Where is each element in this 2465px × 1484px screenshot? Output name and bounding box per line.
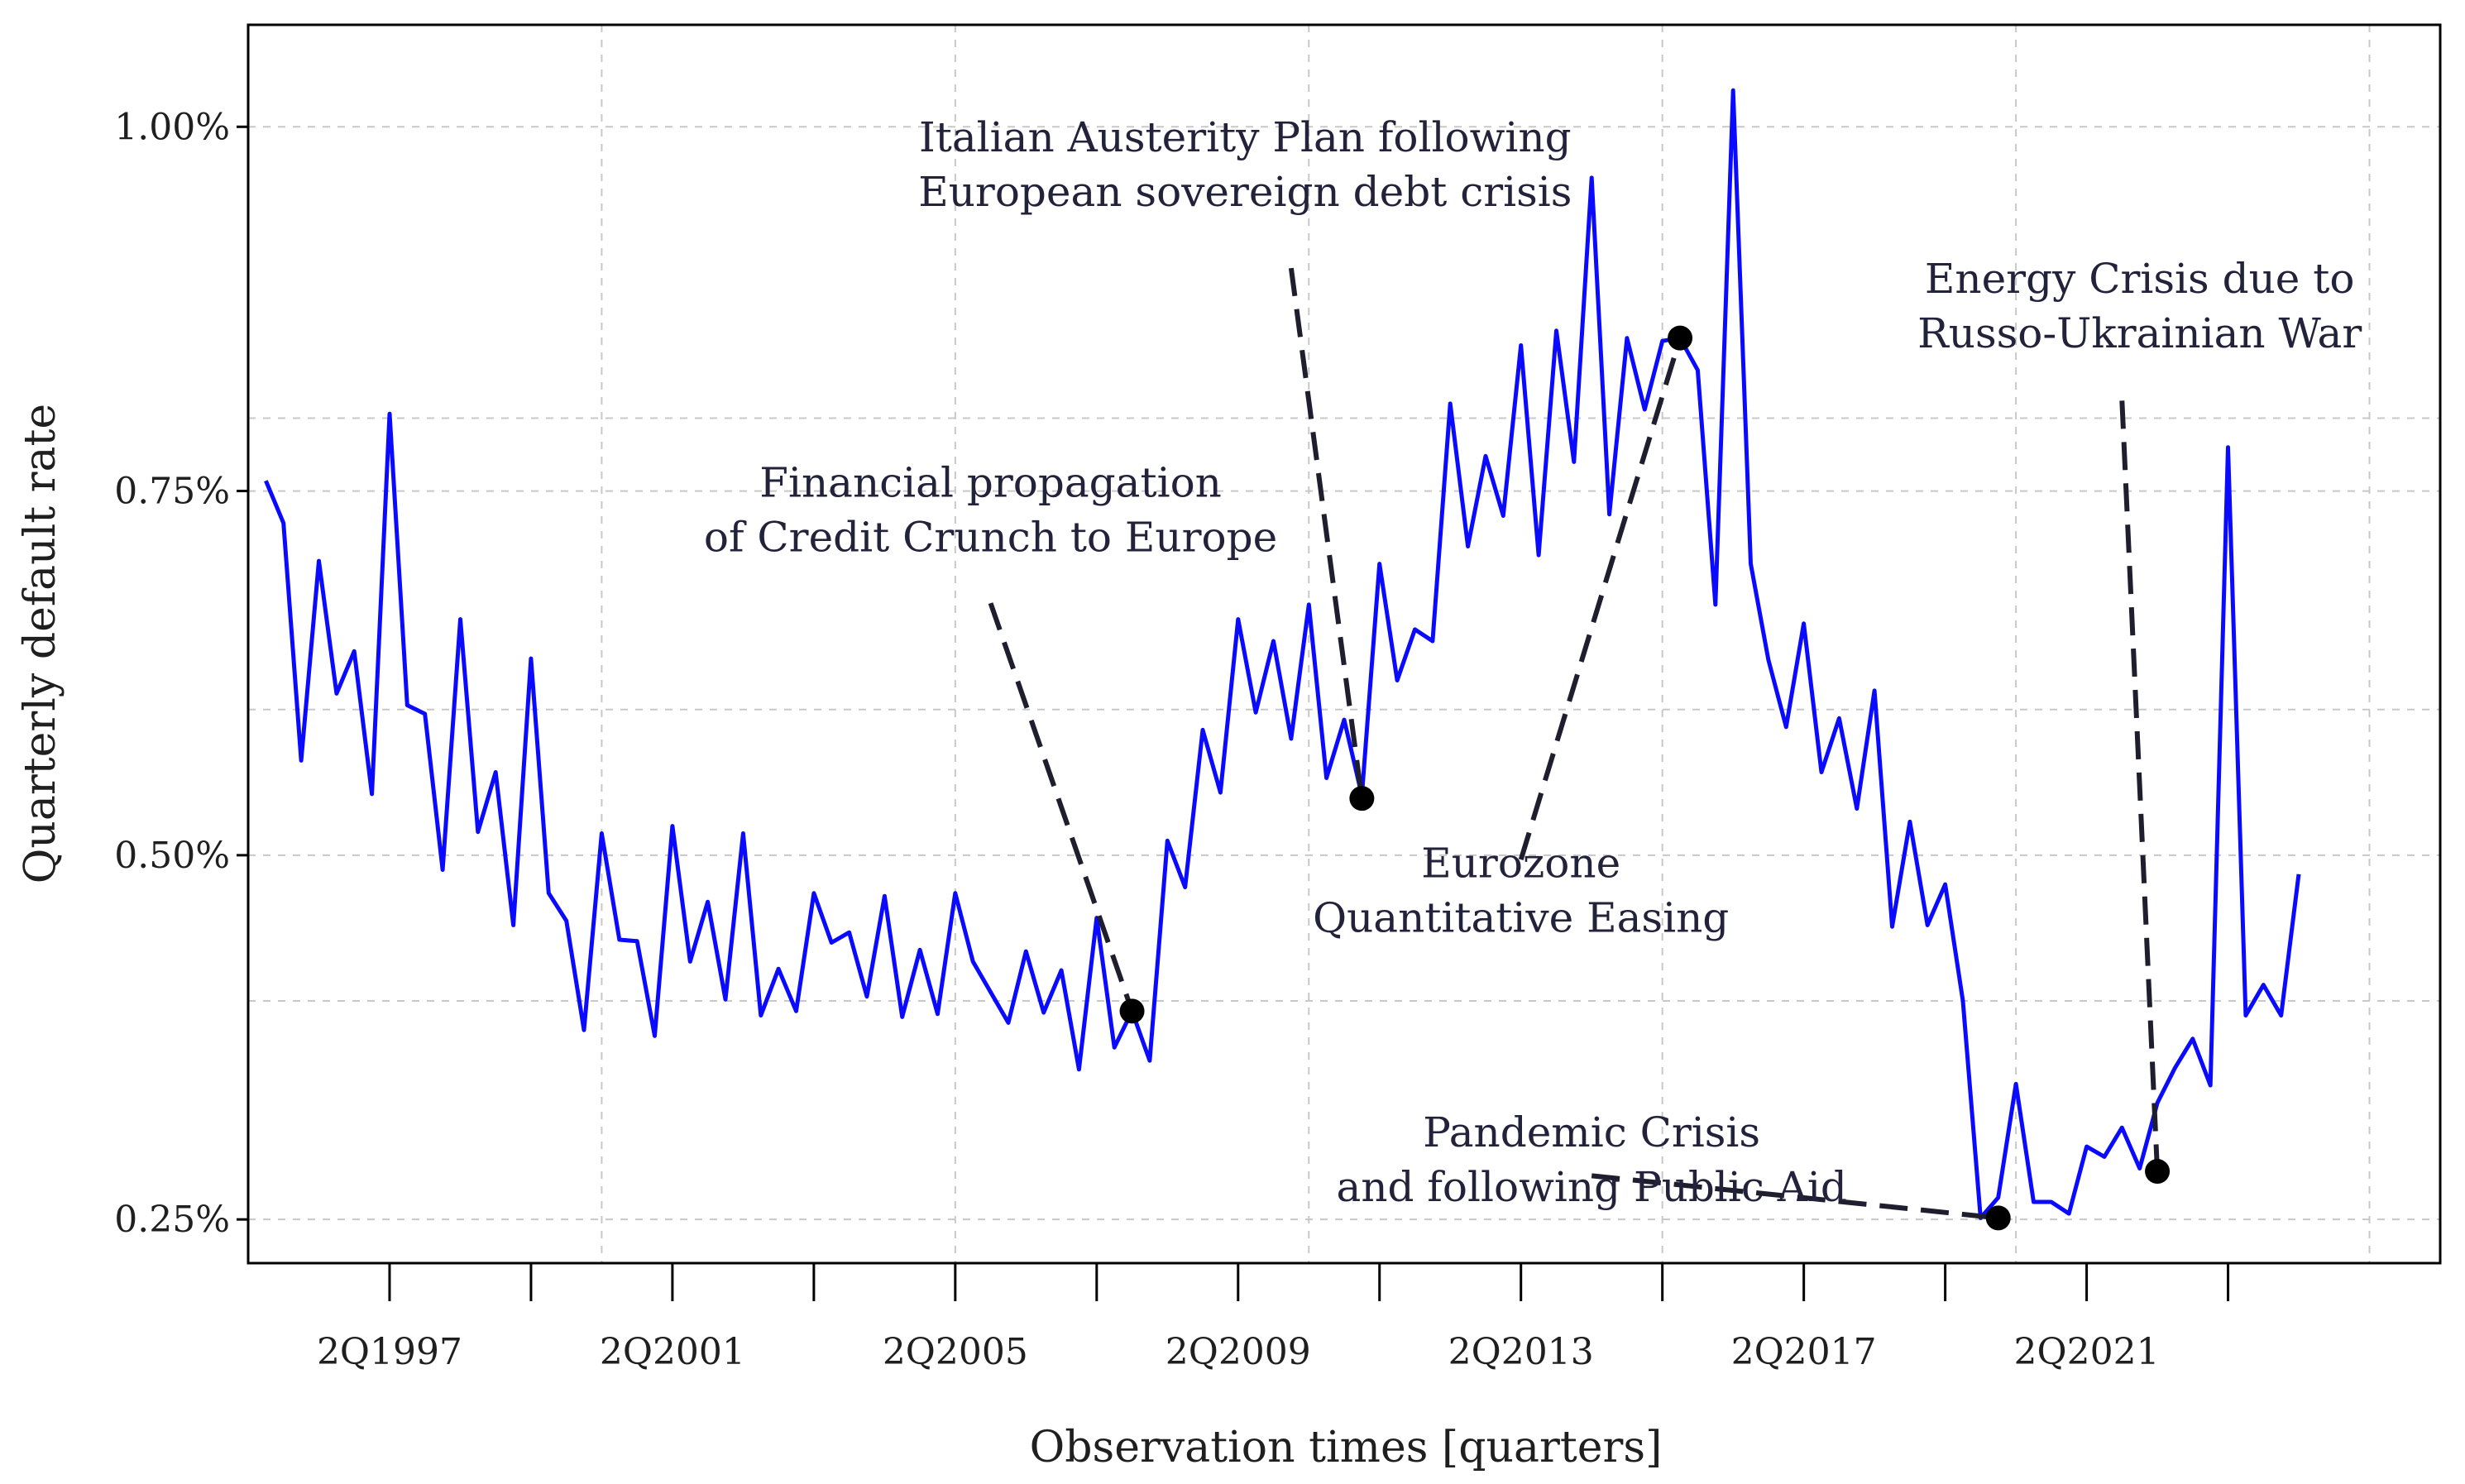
y-axis-title: Quarterly default rate [16,404,65,883]
x-tick-label: 2Q1997 [317,1331,462,1373]
annotation-text: Italian Austerity Plan following European… [918,113,1572,216]
y-tick-label: 1.00% [114,106,230,148]
annotation-text-line: European sovereign debt crisis [918,168,1572,216]
annotation-text-line: of Credit Crunch to Europe [704,514,1277,562]
y-tick-label: 0.75% [114,471,230,513]
event-marker [1349,786,1375,811]
series-line [264,88,2301,1220]
x-tick-label: 2Q2013 [1448,1331,1594,1373]
annotation-text: Energy Crisis due to Russo-Ukrainian War [1917,255,2362,357]
annotation-leader-line [1288,267,1365,799]
annotation-text-line: Energy Crisis due to [1925,255,2355,303]
annotation-text: Pandemic Crisis and following Public Aid [1337,1108,1847,1211]
markers [1119,325,2171,1231]
axes: 0.25% 0.50% 0.75% 1.00% 2Q1997 2Q2001 2Q2005 2Q… [114,106,2230,1373]
y-tick-label: 0.50% [114,835,230,877]
annotation-leader-line [1518,337,1682,861]
x-tick-label: 2Q2017 [1731,1331,1877,1373]
annotation-text: Financial propagation of Credit Crunch to… [704,459,1277,562]
event-marker [1668,325,1693,351]
annotation-leader-line [2119,400,2161,1172]
annotation-text-line: Quantitative Easing [1313,893,1729,941]
annotation-text-line: Financial propagation [759,459,1222,507]
event-marker [1985,1205,2011,1231]
annotation-text-line: Italian Austerity Plan following [919,113,1572,161]
annotation-text-line: and following Public Aid [1337,1163,1847,1211]
annotation-text-line: Eurozone [1421,839,1620,887]
event-marker [2145,1159,2171,1185]
annotation-leader-line [1591,1173,1999,1221]
x-tick-label: 2Q2001 [600,1331,745,1373]
x-tick-label: 2Q2021 [2014,1331,2160,1373]
annotation-leader-line [988,602,1135,1012]
annotation-text-line: Russo-Ukrainian War [1917,309,2362,357]
event-marker [1119,998,1145,1024]
x-tick-label: 2Q2005 [883,1331,1028,1373]
plot-frame [247,23,2442,1265]
annotation-text-line: Pandemic Crisis [1423,1108,1760,1156]
annotation-text: Eurozone Quantitative Easing [1313,839,1729,941]
x-tick-label: 2Q2009 [1165,1331,1311,1373]
y-tick-label: 0.25% [114,1199,230,1241]
x-axis-title: Observation times [quarters] [1030,1423,1663,1472]
series [264,88,2301,1220]
annotations: Financial propagation of Credit Crunch to… [704,113,2362,1221]
